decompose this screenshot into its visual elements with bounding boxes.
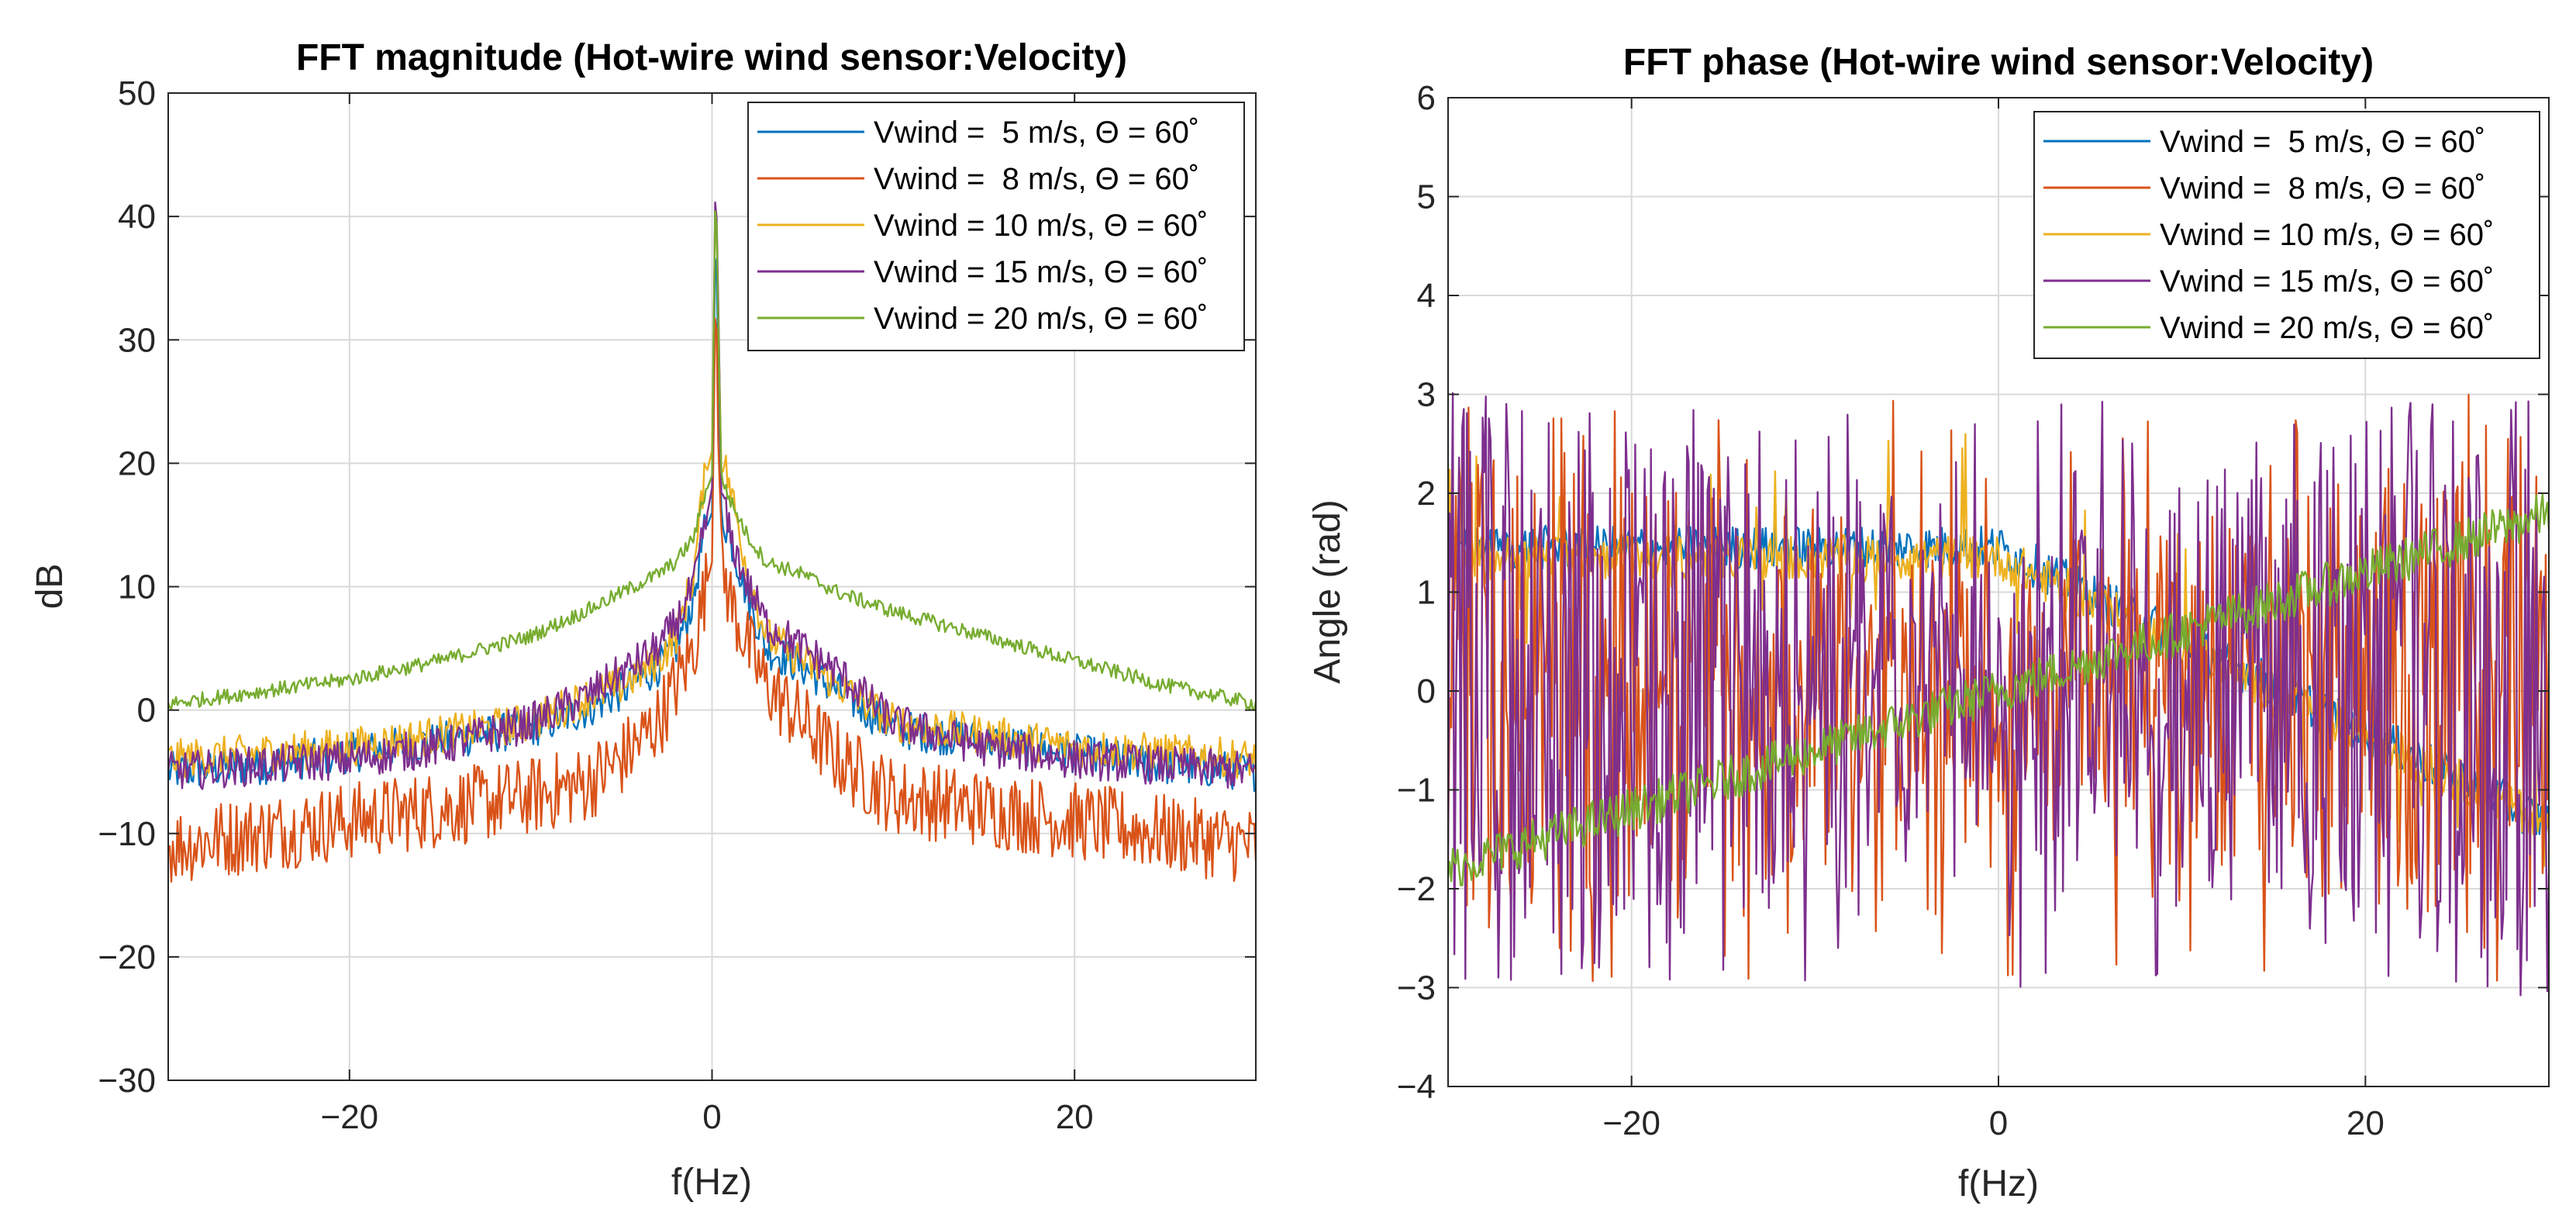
y-tick-label: 20 <box>118 444 156 482</box>
legend: Vwind = 5 m/s, Θ = 60˚ Vwind = 8 m/s, Θ =… <box>747 102 1245 351</box>
y-tick-label: 10 <box>118 568 156 606</box>
legend-label-4: Vwind = 15 m/s, Θ = 60˚ <box>874 255 1208 289</box>
y-tick-label: −4 <box>1397 1068 1436 1106</box>
y-axis-label: dB <box>29 564 71 610</box>
x-tick-label: −20 <box>1602 1104 1660 1142</box>
y-tick-label: 2 <box>1417 475 1436 513</box>
y-tick-label: −20 <box>98 938 156 976</box>
legend-label-3: Vwind = 10 m/s, Θ = 60˚ <box>2160 218 2494 252</box>
x-tick-label: −20 <box>321 1098 379 1136</box>
legend-label-3: Vwind = 10 m/s, Θ = 60˚ <box>874 209 1208 243</box>
y-axis-label: Angle (rad) <box>1307 499 1348 683</box>
legend-label-4: Vwind = 15 m/s, Θ = 60˚ <box>2160 264 2494 299</box>
series-line-4 <box>168 201 1256 790</box>
y-tick-label: −2 <box>1397 870 1436 908</box>
chart-title: FFT magnitude (Hot-wire wind sensor:Velo… <box>296 37 1127 78</box>
magnitude-chart: −20 0 20 −30 −20 −10 0 10 20 30 40 50 FFT magnitude… <box>29 37 1257 1203</box>
legend-label-1: Vwind = 5 m/s, Θ = 60˚ <box>874 116 1199 150</box>
ticks: −20 0 20 −4 −3 −2 −1 0 1 2 3 4 5 6 <box>1397 79 2549 1142</box>
series-line-5 <box>168 210 1256 711</box>
series-group <box>168 201 1256 883</box>
y-tick-label: 3 <box>1417 376 1436 414</box>
legend-label-2: Vwind = 8 m/s, Θ = 60˚ <box>874 162 1199 196</box>
y-tick-label: −1 <box>1397 772 1436 810</box>
y-tick-label: 0 <box>137 692 156 730</box>
y-tick-label: −3 <box>1397 969 1436 1007</box>
y-tick-label: 4 <box>1417 277 1436 315</box>
y-tick-label: 5 <box>1417 178 1436 216</box>
legend-label-2: Vwind = 8 m/s, Θ = 60˚ <box>2160 171 2485 206</box>
legend-box <box>747 102 1245 351</box>
series-group <box>1448 392 2549 997</box>
x-tick-label: 0 <box>702 1098 721 1136</box>
legend-label-5: Vwind = 20 m/s, Θ = 60˚ <box>874 302 1208 336</box>
y-tick-label: 6 <box>1417 79 1436 117</box>
legend: Vwind = 5 m/s, Θ = 60˚ Vwind = 8 m/s, Θ =… <box>2033 111 2540 359</box>
x-tick-label: 0 <box>1989 1104 2008 1142</box>
series-lines <box>1448 392 2549 997</box>
y-tick-label: 1 <box>1417 574 1436 612</box>
ticks: −20 0 20 −30 −20 −10 0 10 20 30 40 50 <box>98 74 1256 1136</box>
series-line-2 <box>1448 393 2549 983</box>
series-lines <box>168 201 1256 883</box>
legend-label-5: Vwind = 20 m/s, Θ = 60˚ <box>2160 311 2494 345</box>
y-tick-label: 30 <box>118 321 156 359</box>
chart-title: FFT phase (Hot-wire wind sensor:Velocity… <box>1623 42 2374 83</box>
y-tick-label: −30 <box>98 1062 156 1100</box>
x-tick-label: 20 <box>1056 1098 1094 1136</box>
x-axis-label: f(Hz) <box>671 1162 752 1203</box>
x-tick-label: 20 <box>2347 1104 2385 1142</box>
phase-chart: −20 0 20 −4 −3 −2 −1 0 1 2 3 4 5 6 FFT phase (Hot-wir… <box>1307 42 2550 1204</box>
x-axis-label: f(Hz) <box>1958 1163 2039 1204</box>
y-tick-label: 50 <box>118 74 156 112</box>
series-line-5 <box>1448 493 2549 886</box>
y-tick-label: 40 <box>118 198 156 236</box>
legend-label-1: Vwind = 5 m/s, Θ = 60˚ <box>2160 125 2485 159</box>
series-line-2 <box>168 317 1256 883</box>
y-tick-label: −10 <box>98 815 156 853</box>
y-tick-label: 0 <box>1417 672 1436 710</box>
